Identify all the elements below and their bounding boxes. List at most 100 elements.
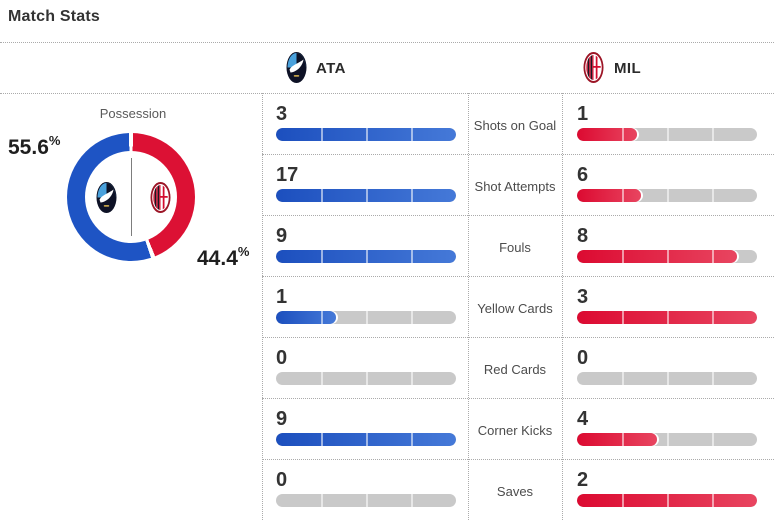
row-divider bbox=[262, 154, 774, 155]
home-team-code: ATA bbox=[316, 60, 346, 77]
bar-segment-divider bbox=[622, 128, 624, 141]
away-bar-fill bbox=[577, 433, 657, 446]
possession-column-divider bbox=[262, 93, 263, 520]
away-stat-value: 1 bbox=[577, 103, 589, 125]
home-stat-bar bbox=[276, 433, 456, 446]
bar-segment-divider bbox=[667, 311, 669, 324]
bar-segment-divider bbox=[321, 311, 323, 324]
away-stat-bar bbox=[577, 189, 757, 202]
bar-segment-divider bbox=[366, 128, 368, 141]
bar-segment-divider bbox=[411, 250, 413, 263]
bar-segment-divider bbox=[667, 433, 669, 446]
bar-segment-divider bbox=[712, 433, 714, 446]
bar-segment-divider bbox=[366, 433, 368, 446]
bar-segment-divider bbox=[712, 189, 714, 202]
bar-segment-divider bbox=[667, 189, 669, 202]
bar-segment-divider bbox=[366, 311, 368, 324]
away-stat-bar bbox=[577, 128, 757, 141]
away-stat-value: 2 bbox=[577, 469, 589, 491]
bar-segment-divider bbox=[622, 494, 624, 507]
home-stat-value: 0 bbox=[276, 347, 288, 369]
bar-segment-divider bbox=[321, 494, 323, 507]
away-stat-value: 3 bbox=[577, 286, 589, 308]
away-stat-bar bbox=[577, 311, 757, 324]
stat-row: 9 Corner Kicks 4 bbox=[0, 399, 774, 460]
home-stat-value: 0 bbox=[276, 469, 288, 491]
bar-segment-divider bbox=[321, 250, 323, 263]
title-divider bbox=[0, 42, 774, 43]
home-stat-bar bbox=[276, 372, 456, 385]
stat-label: Corner Kicks bbox=[477, 423, 553, 438]
bar-segment-divider bbox=[667, 128, 669, 141]
label-column-right-divider bbox=[562, 93, 563, 520]
home-stat-value: 9 bbox=[276, 408, 288, 430]
home-stat-bar bbox=[276, 250, 456, 263]
bar-segment-divider bbox=[622, 250, 624, 263]
away-bar-fill bbox=[577, 189, 641, 202]
bar-segment-divider bbox=[321, 433, 323, 446]
row-divider bbox=[262, 276, 774, 277]
away-stat-bar bbox=[577, 250, 757, 263]
home-stat-value: 9 bbox=[276, 225, 288, 247]
home-stat-value: 17 bbox=[276, 164, 299, 186]
bar-segment-divider bbox=[411, 494, 413, 507]
bar-segment-divider bbox=[712, 494, 714, 507]
bar-segment-divider bbox=[622, 433, 624, 446]
bar-segment-divider bbox=[667, 372, 669, 385]
ata-logo-icon bbox=[96, 182, 117, 213]
away-possession-pct: 44.4% bbox=[197, 244, 250, 270]
away-stat-bar bbox=[577, 433, 757, 446]
bar-segment-divider bbox=[321, 128, 323, 141]
stat-label: Yellow Cards bbox=[477, 301, 553, 316]
away-stat-bar bbox=[577, 494, 757, 507]
away-stat-bar bbox=[577, 372, 757, 385]
stat-label: Shot Attempts bbox=[474, 179, 556, 194]
away-bar-fill bbox=[577, 250, 738, 263]
stat-row: 9 Fouls 8 bbox=[0, 216, 774, 277]
bar-segment-divider bbox=[667, 494, 669, 507]
away-team-code: MIL bbox=[614, 60, 642, 77]
bar-segment-divider bbox=[366, 372, 368, 385]
bar-segment-divider bbox=[411, 189, 413, 202]
stat-label: Red Cards bbox=[483, 362, 547, 377]
home-bar-fill bbox=[276, 311, 336, 324]
bar-segment-divider bbox=[622, 189, 624, 202]
row-divider bbox=[262, 459, 774, 460]
bar-segment-divider bbox=[712, 128, 714, 141]
ata-logo-icon bbox=[286, 52, 307, 83]
bar-segment-divider bbox=[712, 372, 714, 385]
bar-segment-divider bbox=[321, 372, 323, 385]
row-divider bbox=[262, 337, 774, 338]
home-stat-value: 1 bbox=[276, 286, 288, 308]
stat-label: Shots on Goal bbox=[473, 118, 557, 133]
bar-segment-divider bbox=[622, 372, 624, 385]
possession-divider-line bbox=[131, 158, 132, 236]
bar-segment-divider bbox=[366, 189, 368, 202]
away-stat-value: 6 bbox=[577, 164, 589, 186]
possession-label: Possession bbox=[99, 106, 167, 121]
page-title: Match Stats bbox=[8, 8, 100, 25]
home-possession-pct: 55.6% bbox=[8, 133, 61, 159]
stat-row: 0 Saves 2 bbox=[0, 460, 774, 520]
row-divider bbox=[262, 215, 774, 216]
home-stat-bar bbox=[276, 494, 456, 507]
stat-row: 0 Red Cards 0 bbox=[0, 338, 774, 399]
mil-logo-icon bbox=[150, 182, 171, 213]
bar-segment-divider bbox=[366, 250, 368, 263]
stat-label: Fouls bbox=[499, 240, 531, 255]
header-divider bbox=[0, 93, 774, 94]
bar-segment-divider bbox=[411, 433, 413, 446]
away-stat-value: 4 bbox=[577, 408, 589, 430]
home-stat-bar bbox=[276, 189, 456, 202]
away-bar-fill bbox=[577, 128, 637, 141]
bar-segment-divider bbox=[366, 494, 368, 507]
stat-row: 17 Shot Attempts 6 bbox=[0, 155, 774, 216]
row-divider bbox=[262, 398, 774, 399]
label-column-left-divider bbox=[468, 93, 469, 520]
home-stat-bar bbox=[276, 311, 456, 324]
away-stat-value: 0 bbox=[577, 347, 589, 369]
bar-segment-divider bbox=[712, 250, 714, 263]
bar-segment-divider bbox=[411, 128, 413, 141]
bar-segment-divider bbox=[667, 250, 669, 263]
